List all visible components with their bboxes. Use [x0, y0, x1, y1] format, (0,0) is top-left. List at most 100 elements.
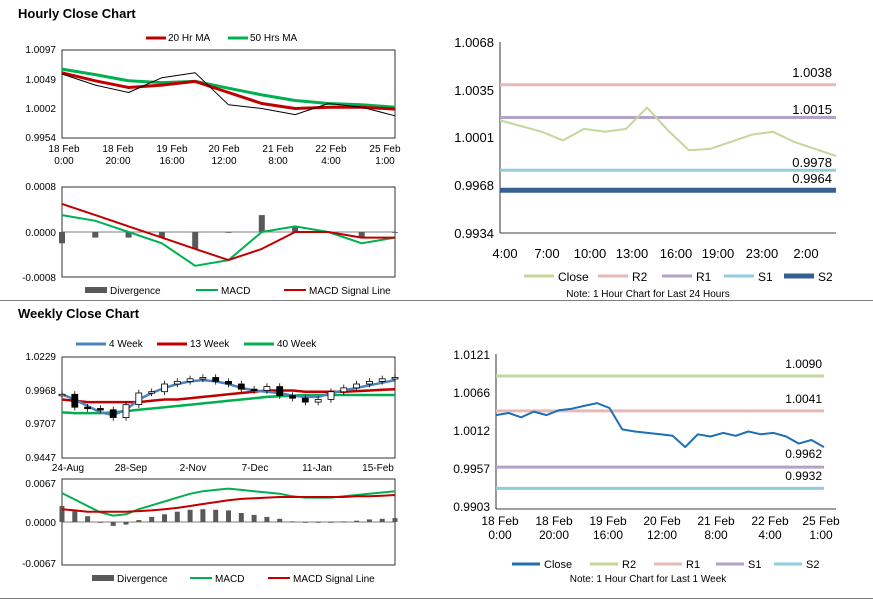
weekly-levels-x-tick: 16:00 [593, 528, 623, 542]
weekly-levels-x-tick: 18 Feb [535, 514, 573, 528]
weekly-section-title: Weekly Close Chart [18, 306, 140, 321]
weekly-candle [135, 392, 143, 406]
level-label-s1: 0.9978 [792, 155, 832, 170]
weekly-macd-legend: Divergence MACD MACD Signal Line [92, 574, 375, 585]
divergence-bar [162, 514, 167, 522]
divergence-bar [123, 522, 129, 525]
weekly-levels-legend: Close R2 R1 S1 S2 [512, 559, 819, 571]
divergence-bar [277, 518, 283, 522]
weekly-levels-y-tick: 1.0066 [453, 386, 490, 400]
weekly-levels-x-tick: 20 Feb [643, 514, 681, 528]
hourly-levels-y-tick: 1.0001 [454, 130, 494, 145]
weekly-levels-x-tick: 19 Feb [589, 514, 627, 528]
hourly-x-tick: 4:00 [321, 156, 341, 167]
hourly-x-tick: 12:00 [211, 156, 236, 167]
legend-label-s2: S2 [806, 559, 819, 571]
section-divider [0, 300, 873, 301]
weekly-candle [161, 383, 168, 393]
hourly-x-tick: 1:00 [375, 156, 395, 167]
hourly-levels-x-tick: 19:00 [702, 246, 735, 261]
weekly-candle [365, 380, 373, 385]
divergence-bar [341, 521, 347, 523]
weekly-candle [148, 391, 156, 394]
hourly-x-tick: 16:00 [159, 156, 184, 167]
weekly-levels-x-tick: 21 Feb [697, 514, 735, 528]
legend-label-close: Close [558, 270, 589, 284]
weekly-price-chart: 4 Week 13 Week 40 Week 1.0229 0.9968 0.9… [25, 339, 399, 474]
weekly-candle [250, 388, 258, 392]
weekly-ma-legend: 4 Week 13 Week 40 Week [76, 339, 317, 350]
hourly-price-plot-frame [61, 49, 396, 139]
series-signal [61, 202, 395, 262]
divergence-bar [174, 511, 180, 522]
divergence-bar [358, 232, 365, 238]
legend-label-divergence: Divergence [110, 286, 161, 297]
legend-label-close: Close [544, 559, 572, 571]
weekly-x-tick: 24-Aug [52, 463, 84, 474]
hourly-macd-tick: 0.0008 [25, 182, 56, 193]
weekly-levels-chart: 1.0121 1.0066 1.0012 0.9957 0.9903 1.009… [453, 348, 840, 585]
hourly-levels-x-tick: 13:00 [616, 246, 649, 261]
level-label-s2: 0.9964 [792, 171, 832, 186]
divergence-bar [125, 232, 132, 238]
divergence-bar [59, 506, 65, 522]
divergence-bar [226, 510, 231, 522]
hourly-levels-y-tick: 0.9934 [454, 226, 494, 241]
divergence-bar [366, 519, 372, 522]
divergence-bar [213, 509, 219, 522]
divergence-bar [225, 232, 232, 233]
hourly-levels-x-tick: 7:00 [534, 246, 559, 261]
weekly-candle [225, 380, 232, 385]
hourly-levels-y-tick: 0.9968 [454, 178, 494, 193]
weekly-candle [289, 395, 296, 399]
hourly-x-tick: 0:00 [54, 156, 74, 167]
legend-label-macd: MACD [215, 574, 244, 585]
legend-label-13week: 13 Week [190, 339, 230, 350]
weekly-candle [122, 404, 130, 419]
weekly-macd-tick: 0.0000 [25, 518, 56, 529]
legend-swatch-divergence [85, 287, 107, 293]
series-close [61, 72, 396, 117]
divergence-bar [92, 232, 99, 238]
bottom-divider [0, 598, 873, 599]
series-signal [61, 494, 396, 513]
divergence-bar [72, 511, 78, 522]
hourly-levels-note: Note: 1 Hour Chart for Last 24 Hours [566, 289, 729, 300]
weekly-price-tick: 0.9968 [25, 386, 56, 397]
divergence-bar [136, 520, 142, 522]
hourly-x-tick: 22 Feb [315, 144, 347, 155]
legend-label-40week: 40 Week [277, 339, 317, 350]
weekly-levels-x-tick: 1:00 [809, 528, 833, 542]
weekly-candle [301, 397, 309, 403]
divergence-bar [149, 516, 155, 522]
hourly-levels-legend: Close R2 R1 S1 S2 [524, 270, 833, 284]
weekly-price-tick: 0.9447 [25, 453, 56, 464]
divergence-bar [354, 520, 360, 522]
legend-label-r1: R1 [686, 559, 700, 571]
divergence-bar [200, 509, 206, 522]
legend-label-r2: R2 [622, 559, 636, 571]
weekly-price-tick: 1.0229 [25, 352, 56, 363]
weekly-candle [327, 391, 335, 400]
hourly-levels-x-tick: 10:00 [574, 246, 607, 261]
hourly-levels-y-tick: 1.0068 [454, 35, 494, 50]
divergence-bar [238, 513, 244, 522]
level-label-r1: 1.0015 [792, 102, 832, 117]
weekly-levels-x-tick: 4:00 [758, 528, 782, 542]
legend-label-signal: MACD Signal Line [293, 574, 375, 585]
level-label-r2: 1.0038 [792, 65, 832, 80]
divergence-bar [158, 232, 165, 238]
divergence-bar [264, 516, 270, 522]
weekly-candle [340, 387, 348, 393]
weekly-x-tick: 15-Feb [362, 463, 394, 474]
level-label-s1: 0.9962 [785, 447, 822, 461]
level-label-r2: 1.0090 [785, 357, 822, 371]
weekly-price-plot-frame [61, 356, 396, 459]
weekly-levels-x-tick: 20:00 [539, 528, 569, 542]
series-close [499, 106, 837, 157]
divergence-bar [392, 232, 398, 233]
hourly-macd-tick: -0.0008 [22, 273, 56, 284]
weekly-macd-chart: 0.0067 0.0000 -0.0067 Divergence MACD MA… [22, 478, 398, 585]
weekly-levels-y-tick: 1.0121 [453, 348, 490, 362]
hourly-price-tick: 1.0049 [25, 75, 56, 86]
